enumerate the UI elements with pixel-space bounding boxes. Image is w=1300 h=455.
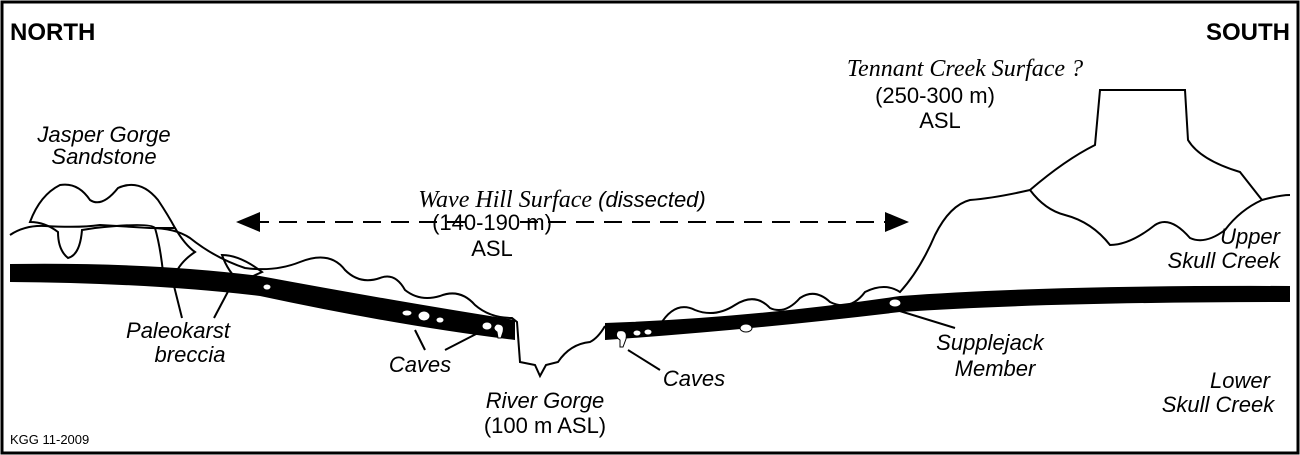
- datum-label: ASL: [919, 108, 961, 133]
- unit-label: breccia: [155, 342, 226, 367]
- feature-label: Caves: [389, 352, 451, 377]
- datum-label: ASL: [471, 236, 513, 261]
- surface-label: Tennant Creek Surface ?: [847, 56, 1083, 82]
- direction-label: NORTH: [10, 19, 95, 46]
- cross-section: NORTH SOUTH Jasper Gorge Sandstone Tenna…: [0, 0, 1300, 455]
- direction-label: SOUTH: [1206, 19, 1290, 46]
- feature-label: Caves: [663, 366, 725, 391]
- elevation-label: (100 m ASL): [484, 413, 606, 438]
- elevation-label: (250-300 m): [875, 83, 995, 108]
- unit-label: Sandstone: [51, 144, 156, 169]
- frame: [2, 2, 1298, 453]
- unit-label: Lower: [1210, 368, 1272, 393]
- unit-label: Skull Creek: [1162, 392, 1275, 417]
- unit-label: Supplejack: [936, 330, 1045, 355]
- credit: KGG 11-2009: [10, 432, 89, 447]
- feature-label: River Gorge: [486, 388, 605, 413]
- unit-label: Member: [955, 356, 1037, 381]
- elevation-label: (140-190 m): [432, 210, 552, 235]
- unit-label: Paleokarst: [126, 318, 231, 343]
- surface-note: (dissected): [598, 187, 706, 212]
- unit-label: Skull Creek: [1168, 248, 1281, 273]
- unit-label: Upper: [1220, 224, 1282, 249]
